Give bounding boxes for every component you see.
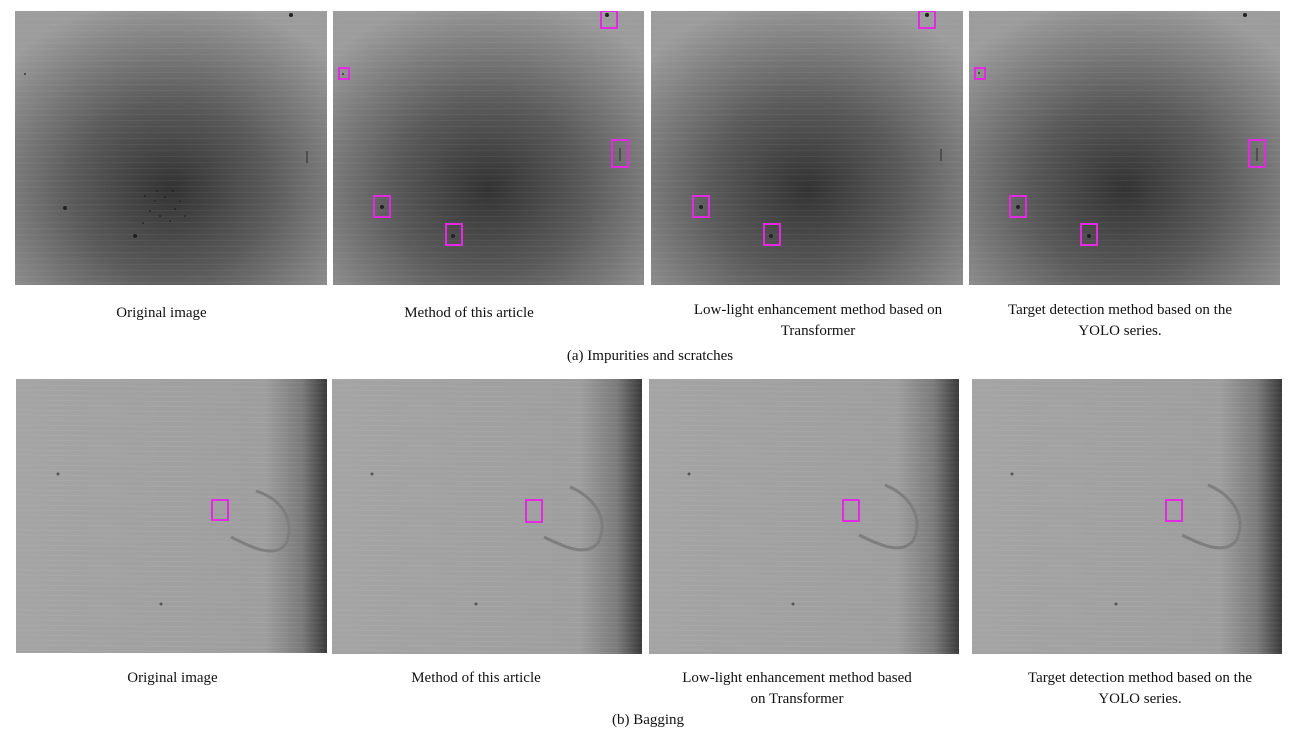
panel-a1-original (15, 11, 327, 285)
image-a2 (333, 11, 644, 285)
detection-boxes-a4 (974, 67, 1266, 246)
caption-a1: Original image (116, 305, 207, 321)
panel-a2-method (333, 11, 644, 285)
caption-b3: Low-light enhancement method based on Tr… (682, 670, 912, 707)
image-a1 (15, 11, 327, 285)
panel-b1-original (16, 379, 327, 653)
panel-a4-yolo (969, 11, 1280, 285)
image-a3 (651, 11, 963, 285)
panel-b4-yolo (972, 379, 1282, 654)
caption-b2: Method of this article (411, 670, 541, 686)
panel-b2-method (332, 379, 642, 654)
image-a4 (969, 11, 1280, 285)
caption-a2: Method of this article (404, 305, 534, 321)
panel-a3-transformer (651, 11, 963, 285)
caption-b1: Original image (127, 670, 218, 686)
detection-boxes-a2 (338, 11, 629, 246)
subcaption-a: (a) Impurities and scratches (566, 348, 734, 364)
detection-box-b4 (1165, 499, 1183, 522)
image-b2 (332, 379, 642, 654)
detection-box-b2 (525, 499, 543, 523)
detection-box-b1 (211, 499, 229, 521)
image-b3 (649, 379, 959, 654)
image-b4 (972, 379, 1282, 654)
caption-a4: Target detection method based on the YOL… (1007, 302, 1233, 339)
caption-b4: Target detection method based on the YOL… (1027, 670, 1253, 707)
detection-boxes-a3 (692, 11, 936, 246)
subcaption-b: (b) Bagging (611, 712, 685, 728)
image-b1 (16, 379, 327, 653)
detection-box-b3 (842, 499, 860, 522)
caption-a3: Low-light enhancement method based on Tr… (693, 302, 943, 339)
panel-b3-transformer (649, 379, 959, 654)
